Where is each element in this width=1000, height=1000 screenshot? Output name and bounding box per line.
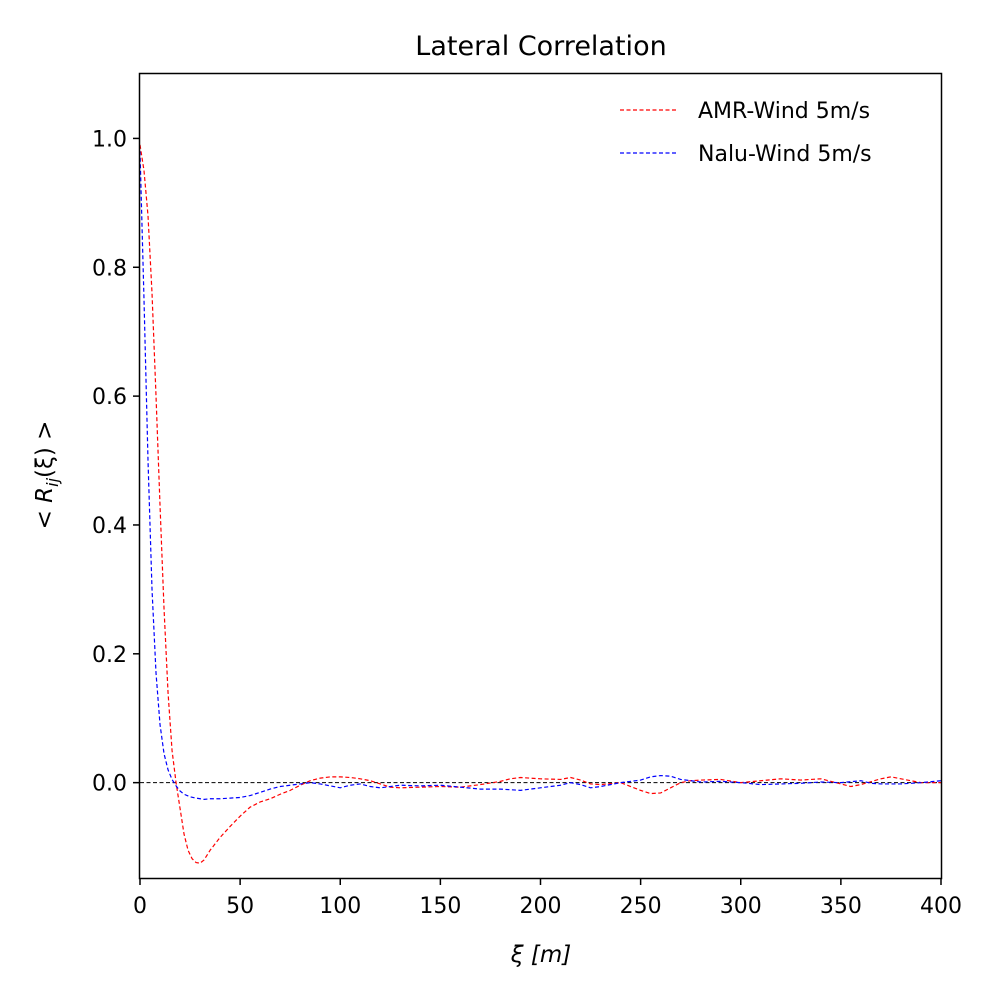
x-tick-label: 50 [226,894,254,919]
x-tick-label: 250 [620,894,662,919]
y-tick-label: 0.4 [92,514,127,539]
x-tick-label: 100 [319,894,361,919]
y-axis-ticks: 0.0 0.2 0.4 0.6 0.8 1.0 [92,127,140,797]
series-line-nalu-wind [139,151,942,801]
legend: AMR-Wind 5m/s Nalu-Wind 5m/s [620,99,872,167]
x-tick-label: 300 [720,894,762,919]
x-tick-label: 150 [419,894,461,919]
x-tick-label: 0 [133,894,147,919]
y-tick-label: 0.8 [92,256,127,281]
y-axis-label: < Rij(ξ) > [32,421,62,530]
y-axis-label-symbol: R [32,487,58,503]
x-axis-ticks: 0 50 100 150 200 250 300 350 400 [133,878,962,919]
x-tick-label: 200 [520,894,562,919]
y-axis-label-suffix: (ξ) > [32,421,58,478]
series-line-amr-wind [139,144,941,864]
chart-title: Lateral Correlation [415,31,666,62]
y-tick-label: 0.0 [92,772,127,797]
y-axis-label-prefix: < [32,503,58,530]
plot-area [139,144,942,864]
x-axis-label: ξ [m] [510,942,572,968]
y-tick-label: 1.0 [92,127,127,152]
y-tick-label: 0.2 [92,643,127,668]
y-tick-label: 0.6 [92,385,127,410]
legend-label-amr-wind: AMR-Wind 5m/s [698,99,870,124]
x-tick-label: 400 [920,894,962,919]
legend-label-nalu-wind: Nalu-Wind 5m/s [698,142,872,167]
x-tick-label: 350 [820,894,862,919]
y-axis-label-subscript: ij [43,477,62,486]
